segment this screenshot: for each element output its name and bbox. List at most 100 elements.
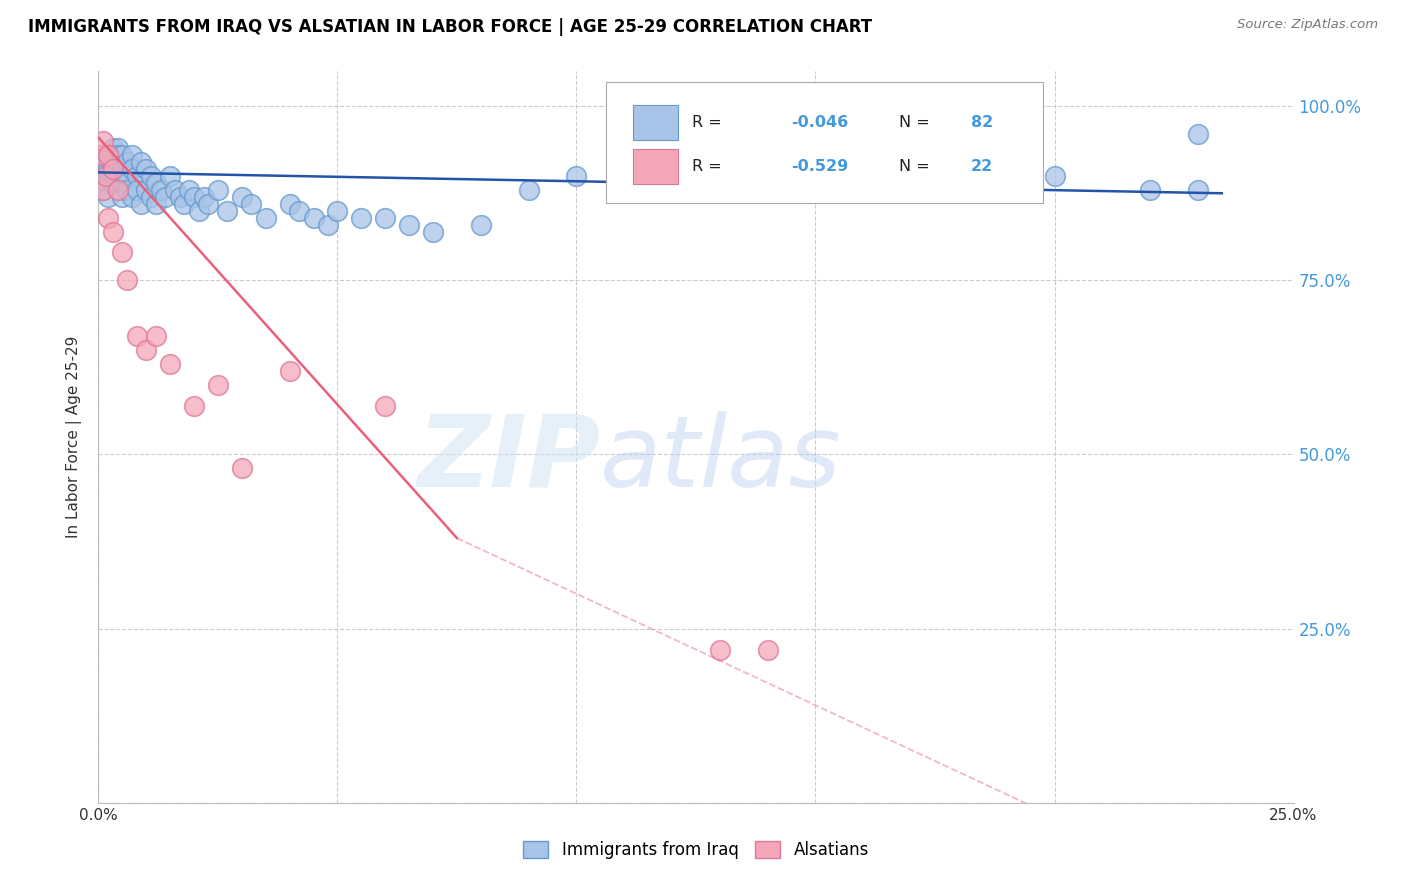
Point <box>101 161 124 176</box>
Point <box>108 169 131 183</box>
Text: R =: R = <box>692 159 727 174</box>
Point <box>231 190 253 204</box>
Point <box>326 203 349 218</box>
Point <box>139 190 162 204</box>
Point <box>197 196 219 211</box>
Point <box>159 169 181 183</box>
Point <box>125 183 148 197</box>
Point <box>159 357 181 371</box>
Point <box>101 148 124 162</box>
Text: N =: N = <box>900 159 935 174</box>
Point <box>183 399 205 413</box>
Point <box>111 161 134 176</box>
Point <box>90 161 112 176</box>
Point <box>101 176 124 190</box>
Point <box>107 161 129 176</box>
Point <box>374 211 396 225</box>
Point <box>804 176 827 190</box>
Point <box>995 176 1018 190</box>
Text: 22: 22 <box>972 159 993 174</box>
Point <box>709 169 731 183</box>
Point <box>111 148 134 162</box>
Point <box>302 211 325 225</box>
Point <box>115 169 138 183</box>
Point <box>101 225 124 239</box>
Text: N =: N = <box>900 115 935 130</box>
Point <box>131 155 153 169</box>
Point <box>756 642 779 657</box>
Point <box>422 225 444 239</box>
Point <box>278 364 301 378</box>
Point <box>169 190 191 204</box>
Point <box>288 203 311 218</box>
Point <box>139 169 162 183</box>
FancyBboxPatch shape <box>633 149 678 184</box>
Point <box>111 176 134 190</box>
Point <box>97 148 120 162</box>
Point <box>240 196 263 211</box>
Point <box>97 161 120 176</box>
Point <box>135 343 157 357</box>
Point <box>111 245 134 260</box>
Point <box>107 141 129 155</box>
Point <box>517 183 540 197</box>
Point <box>217 203 239 218</box>
Point <box>135 161 157 176</box>
Y-axis label: In Labor Force | Age 25-29: In Labor Force | Age 25-29 <box>66 336 83 538</box>
Point <box>1139 183 1161 197</box>
Point <box>135 183 157 197</box>
Point <box>145 176 167 190</box>
Legend: Immigrants from Iraq, Alsatians: Immigrants from Iraq, Alsatians <box>515 833 877 868</box>
Point <box>187 203 209 218</box>
Point <box>91 183 114 197</box>
Text: IMMIGRANTS FROM IRAQ VS ALSATIAN IN LABOR FORCE | AGE 25-29 CORRELATION CHART: IMMIGRANTS FROM IRAQ VS ALSATIAN IN LABO… <box>28 18 872 36</box>
Point <box>155 190 177 204</box>
Point <box>91 155 114 169</box>
Point <box>1043 169 1066 183</box>
Point <box>231 461 253 475</box>
Point <box>173 196 195 211</box>
Point <box>97 176 120 190</box>
Point <box>115 183 138 197</box>
Point <box>565 169 588 183</box>
Text: ZIP: ZIP <box>418 410 600 508</box>
Point <box>115 273 138 287</box>
Point <box>107 183 129 197</box>
Text: Source: ZipAtlas.com: Source: ZipAtlas.com <box>1237 18 1378 31</box>
FancyBboxPatch shape <box>633 105 678 140</box>
Text: -0.046: -0.046 <box>792 115 849 130</box>
Point <box>98 155 122 169</box>
Point <box>193 190 215 204</box>
Text: -0.529: -0.529 <box>792 159 849 174</box>
Point <box>107 148 129 162</box>
Point <box>163 183 186 197</box>
Point <box>145 329 167 343</box>
Point <box>131 196 153 211</box>
Point <box>91 155 114 169</box>
Point <box>97 148 120 162</box>
Point <box>350 211 373 225</box>
Point <box>1187 127 1209 141</box>
Point <box>107 183 129 197</box>
Point <box>207 183 229 197</box>
Point <box>470 218 492 232</box>
Point <box>91 183 114 197</box>
Point <box>97 211 120 225</box>
Text: atlas: atlas <box>600 410 842 508</box>
Point <box>91 161 114 176</box>
Point <box>374 399 396 413</box>
Point <box>91 148 114 162</box>
Point <box>316 218 339 232</box>
Text: 82: 82 <box>972 115 993 130</box>
Point <box>121 190 143 204</box>
FancyBboxPatch shape <box>606 82 1043 203</box>
Point <box>93 155 115 169</box>
Point <box>179 183 201 197</box>
Point <box>207 377 229 392</box>
Point <box>125 329 148 343</box>
Point <box>91 134 114 148</box>
Point <box>104 155 127 169</box>
Point <box>145 196 167 211</box>
Point <box>97 190 120 204</box>
Point <box>398 218 420 232</box>
